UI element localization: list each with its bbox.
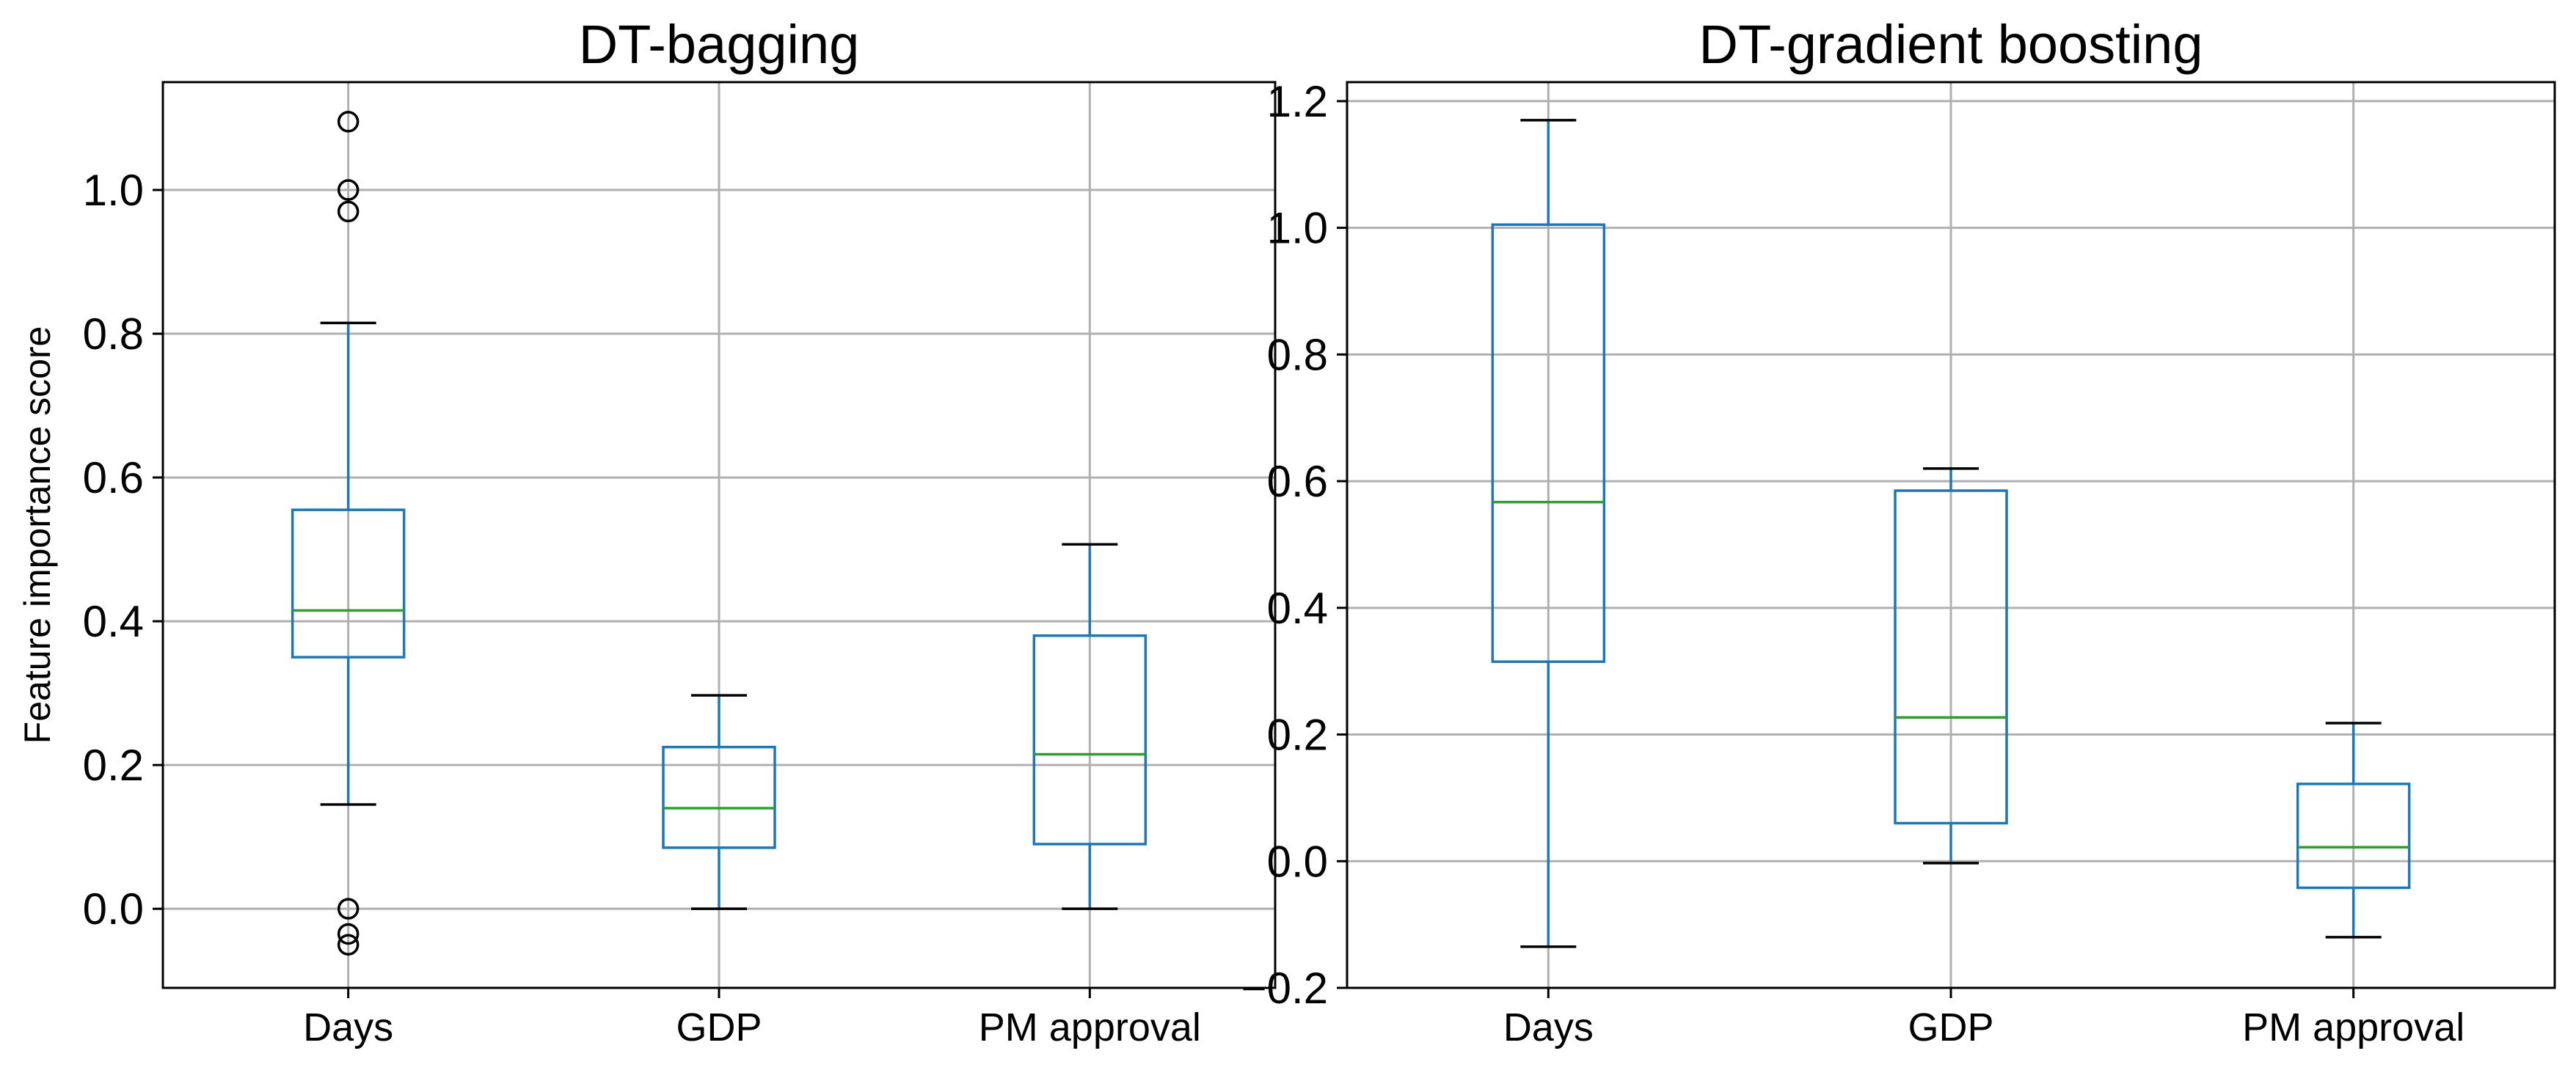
x-tick-label: PM approval — [2242, 1005, 2464, 1049]
x-tick-label: PM approval — [979, 1005, 1201, 1049]
chart-panel-1: 0.0 0.2 0.4 0.6 0.8 1.0 Days GDP PM approval DT-b… — [17, 14, 1277, 1049]
y-tick-label: 0.6 — [83, 453, 144, 502]
y-tick-label: 0.4 — [1267, 584, 1328, 633]
box-gdp — [662, 694, 776, 910]
x-tick-label: GDP — [1908, 1005, 1993, 1049]
outlier-point — [337, 898, 360, 920]
iqr-box — [662, 745, 776, 849]
iqr-box — [2296, 783, 2411, 890]
box-pm-approval — [2296, 722, 2411, 939]
y-tick-label: 0.4 — [83, 597, 144, 646]
y-tick-label: −0.2 — [1241, 964, 1328, 1013]
y-tick-label: 0.2 — [83, 741, 144, 790]
y-tick-label: 0.2 — [1267, 711, 1328, 760]
iqr-box — [1894, 489, 2008, 825]
chart-title: DT-bagging — [579, 14, 860, 75]
box-days — [291, 111, 406, 956]
box-days — [1491, 119, 1606, 948]
outlier-point — [337, 111, 360, 133]
iqr-box — [1032, 634, 1147, 846]
outlier-point — [337, 179, 360, 201]
y-tick-label: 0.6 — [1267, 457, 1328, 506]
chart-title: DT-gradient boosting — [1699, 14, 2203, 75]
x-tick-label: GDP — [676, 1005, 762, 1049]
y-tick-label: 0.8 — [83, 309, 144, 359]
iqr-box — [1491, 223, 1606, 663]
y-tick-label: 1.0 — [1267, 204, 1328, 253]
outlier-point — [337, 934, 360, 956]
x-tick-label: Days — [303, 1005, 393, 1049]
box-pm-approval — [1032, 543, 1147, 910]
chart-panel-2: −0.2 0.0 0.2 0.4 0.6 0.8 1.0 1.2 Days GDP PM appro… — [1241, 14, 2556, 1049]
y-tick-label: 0.0 — [1267, 837, 1328, 886]
iqr-box — [291, 508, 406, 659]
outlier-point — [337, 200, 360, 223]
box-gdp — [1894, 467, 2008, 865]
y-tick-label: 1.2 — [1267, 77, 1328, 126]
y-tick-label: 0.0 — [83, 884, 144, 934]
y-tick-label: 0.8 — [1267, 330, 1328, 379]
x-tick-label: Days — [1503, 1005, 1594, 1049]
y-tick-label: 1.0 — [83, 166, 144, 215]
outlier-point — [337, 923, 360, 945]
y-axis-label: Feature importance score — [17, 326, 58, 744]
